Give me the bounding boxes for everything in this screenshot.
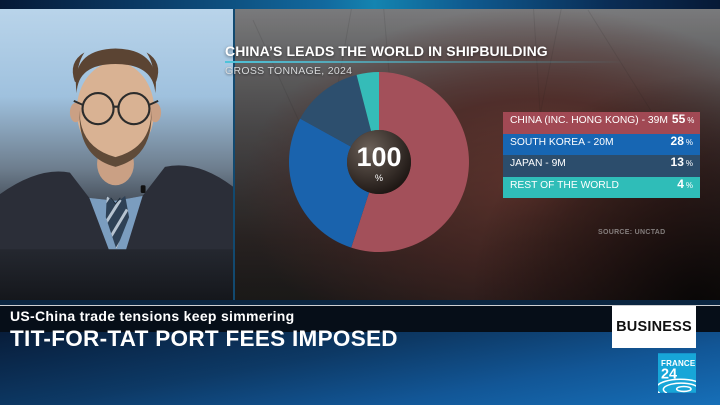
svg-text:100: 100: [356, 142, 401, 172]
svg-text:%: %: [375, 173, 383, 183]
